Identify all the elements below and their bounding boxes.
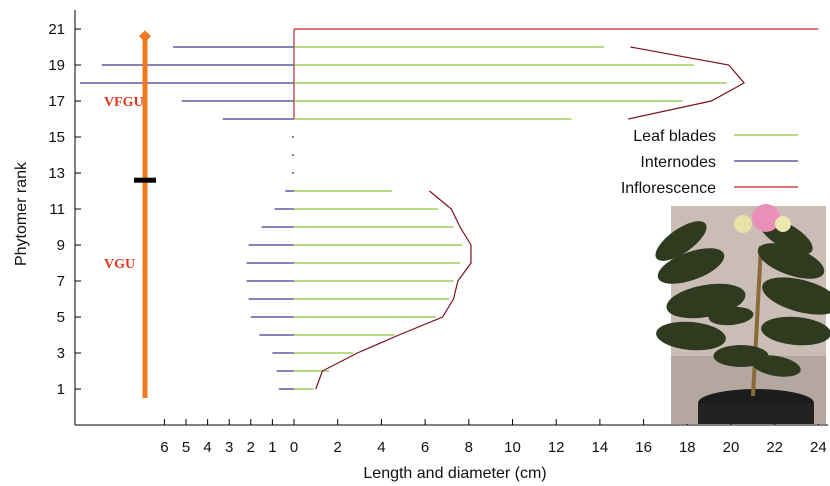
y-tick-label: 1	[57, 381, 65, 398]
x-tick-label: 4	[377, 439, 385, 456]
y-tick-label: 7	[57, 273, 65, 290]
x-tick-label: 20	[723, 439, 740, 456]
y-tick-label: 13	[48, 165, 65, 182]
growth-unit-separator	[134, 178, 156, 183]
x-tick-label: 1	[268, 439, 276, 456]
vfgu-label: VFGU	[104, 95, 144, 110]
x-tick-label: 2	[334, 439, 342, 456]
y-tick-label: 11	[49, 201, 65, 218]
legend-label: Internodes	[640, 154, 716, 171]
envelope-lower	[316, 191, 471, 389]
y-tick-label: 3	[57, 345, 65, 362]
legend: Leaf blades Internodes Inflorescence	[621, 128, 798, 197]
x-tick-label: 14	[592, 439, 609, 456]
x-tick-label: 18	[679, 439, 696, 456]
flower	[752, 204, 780, 232]
x-axis-title: Length and diameter (cm)	[363, 465, 546, 482]
flower-bud	[734, 215, 752, 233]
x-tick-label: 6	[160, 439, 168, 456]
y-tick-label: 5	[57, 309, 65, 326]
x-tick-label: 16	[635, 439, 652, 456]
x-tick-label: 6	[421, 439, 429, 456]
x-tick-label: 24	[810, 439, 827, 456]
x-tick-label: 10	[504, 439, 521, 456]
plant-photo	[650, 204, 830, 424]
y-tick-label: 19	[48, 57, 65, 74]
x-tick-label: 0	[290, 439, 298, 456]
y-tick-label: 9	[57, 237, 65, 254]
legend-label: Inflorescence	[621, 180, 716, 197]
stem-tip-marker	[139, 30, 151, 42]
vgu-label: VGU	[104, 257, 135, 272]
y-tick-label: 21	[48, 21, 65, 38]
x-tick-label: 12	[548, 439, 565, 456]
x-tick-label: 5	[182, 439, 190, 456]
pot-body	[698, 403, 814, 424]
x-tick-label: 8	[465, 439, 473, 456]
flower-bud	[775, 216, 791, 232]
x-tick-label: 4	[203, 439, 211, 456]
x-tick-label: 2	[247, 439, 255, 456]
legend-label: Leaf blades	[633, 128, 716, 145]
y-tick-label: 17	[48, 93, 65, 110]
y-axis-title: Phytomer rank	[13, 161, 30, 266]
y-tick-label: 15	[48, 129, 65, 146]
x-tick-label: 22	[766, 439, 783, 456]
x-tick-label: 3	[225, 439, 233, 456]
